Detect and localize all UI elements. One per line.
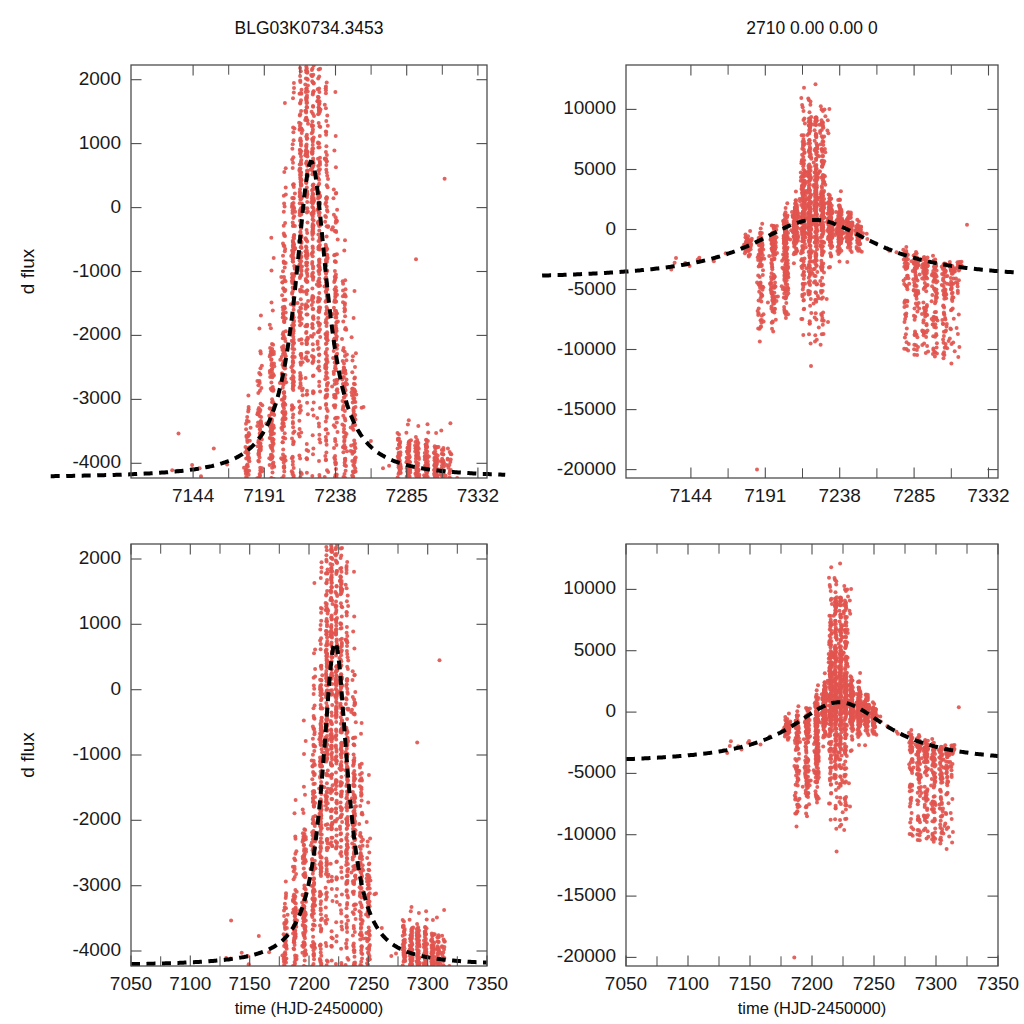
svg-text:2000: 2000 [79,68,121,89]
svg-text:-10000: -10000 [557,338,616,359]
svg-text:0: 0 [110,678,121,699]
svg-text:-20000: -20000 [557,945,616,966]
svg-text:7144: 7144 [172,485,215,506]
svg-text:7238: 7238 [314,485,356,506]
svg-text:7150: 7150 [729,973,771,994]
svg-text:7300: 7300 [407,973,449,994]
svg-text:7191: 7191 [744,485,786,506]
svg-text:-4000: -4000 [72,451,121,472]
svg-text:-4000: -4000 [72,939,121,960]
svg-text:d flux: d flux [17,732,38,778]
svg-text:-5000: -5000 [567,278,616,299]
svg-text:0: 0 [605,218,616,239]
svg-text:7350: 7350 [466,973,508,994]
svg-text:7350: 7350 [977,973,1019,994]
svg-text:10000: 10000 [563,97,616,118]
svg-text:time (HJD-2450000): time (HJD-2450000) [738,999,887,1017]
svg-text:0: 0 [110,196,121,217]
svg-text:-10000: -10000 [557,823,616,844]
svg-text:5000: 5000 [574,639,616,660]
svg-text:7100: 7100 [667,973,709,994]
svg-text:-15000: -15000 [557,884,616,905]
svg-text:7238: 7238 [819,485,861,506]
svg-text:1000: 1000 [79,132,121,153]
svg-text:-15000: -15000 [557,398,616,419]
svg-text:7191: 7191 [243,485,285,506]
svg-text:7050: 7050 [110,973,152,994]
svg-text:7250: 7250 [347,973,389,994]
svg-text:d flux: d flux [17,248,38,294]
svg-text:1000: 1000 [79,612,121,633]
svg-text:-20000: -20000 [557,458,616,479]
svg-text:2000: 2000 [79,547,121,568]
svg-text:-3000: -3000 [72,387,121,408]
svg-text:-1000: -1000 [72,743,121,764]
svg-text:0: 0 [605,700,616,721]
svg-text:-2000: -2000 [72,808,121,829]
svg-text:7300: 7300 [915,973,957,994]
svg-text:7332: 7332 [967,485,1009,506]
svg-text:-1000: -1000 [72,260,121,281]
svg-text:2710 0.00 0.00 0: 2710 0.00 0.00 0 [746,18,878,38]
svg-text:7200: 7200 [791,973,833,994]
svg-text:7144: 7144 [670,485,713,506]
svg-text:7200: 7200 [288,973,330,994]
svg-text:5000: 5000 [574,158,616,179]
svg-text:time (HJD-2450000): time (HJD-2450000) [235,999,384,1017]
svg-text:7100: 7100 [169,973,211,994]
svg-text:7332: 7332 [457,485,499,506]
svg-text:-5000: -5000 [567,761,616,782]
svg-text:-2000: -2000 [72,323,121,344]
svg-text:7285: 7285 [893,485,935,506]
svg-text:10000: 10000 [563,577,616,598]
svg-text:7050: 7050 [605,973,647,994]
svg-text:BLG03K0734.3453: BLG03K0734.3453 [235,18,384,38]
svg-text:-3000: -3000 [72,874,121,895]
svg-text:7150: 7150 [229,973,271,994]
svg-text:7285: 7285 [386,485,428,506]
svg-text:7250: 7250 [853,973,895,994]
